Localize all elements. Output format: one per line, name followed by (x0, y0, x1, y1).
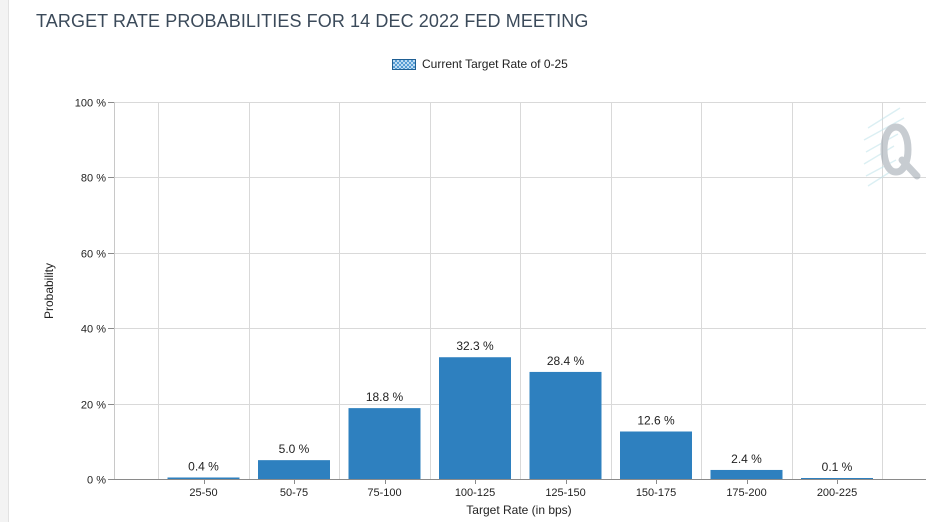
bar[interactable] (439, 357, 511, 479)
data-label: 0.4 % (188, 459, 219, 473)
x-tick-label: 50-75 (280, 487, 308, 499)
data-label: 2.4 % (731, 452, 762, 466)
x-tick-label: 75-100 (367, 487, 401, 499)
x-tick-label: 25-50 (189, 487, 217, 499)
y-axis-title: Probability (42, 263, 56, 319)
x-tick-label: 175-200 (726, 487, 766, 499)
y-tick-label: 0 % (87, 475, 106, 487)
x-tick-label: 125-150 (545, 487, 585, 499)
x-axis-title: Target Rate (in bps) (466, 503, 571, 517)
y-tick-label: 40 % (81, 324, 106, 336)
x-tick-label: 200-225 (817, 487, 857, 499)
bar[interactable] (258, 460, 330, 479)
y-tick-label: 80 % (81, 173, 106, 185)
bar[interactable] (529, 371, 602, 479)
x-tick-label: 150-175 (636, 487, 676, 499)
watermark-logo (863, 107, 921, 187)
y-tick-label: 60 % (81, 249, 106, 261)
data-label: 5.0 % (279, 442, 310, 456)
data-label: 12.6 % (637, 413, 675, 427)
axis-layer: 0 % 20 % 40 % 60 % 80 % 100 % 25-50 50-75 75-100… (75, 98, 926, 499)
data-label: 32.3 % (456, 339, 494, 353)
x-tick-label: 100-125 (455, 487, 495, 499)
bar[interactable] (710, 469, 783, 479)
bar[interactable] (801, 478, 873, 479)
legend-label: Current Target Rate of 0-25 (422, 57, 568, 71)
chart-title: TARGET RATE PROBABILITIES FOR 14 DEC 202… (36, 11, 589, 31)
bar[interactable] (620, 431, 692, 479)
legend[interactable]: Current Target Rate of 0-25 (392, 56, 568, 72)
bars-layer (167, 357, 873, 479)
data-label: 0.1 % (822, 460, 853, 474)
data-label: 28.4 % (547, 354, 585, 368)
data-label: 18.8 % (366, 390, 404, 404)
labels-layer: 0.4 % 5.0 % 18.8 % 32.3 % 28.4 % 12.6 % 2.4 % 0… (188, 339, 853, 474)
bar[interactable] (348, 408, 421, 479)
y-tick-label: 20 % (81, 400, 106, 412)
legend-swatch-icon (392, 58, 416, 70)
left-edge-strip (0, 0, 9, 522)
bar[interactable] (167, 477, 240, 479)
grid-layer (114, 102, 926, 479)
y-tick-label: 100 % (75, 98, 106, 110)
